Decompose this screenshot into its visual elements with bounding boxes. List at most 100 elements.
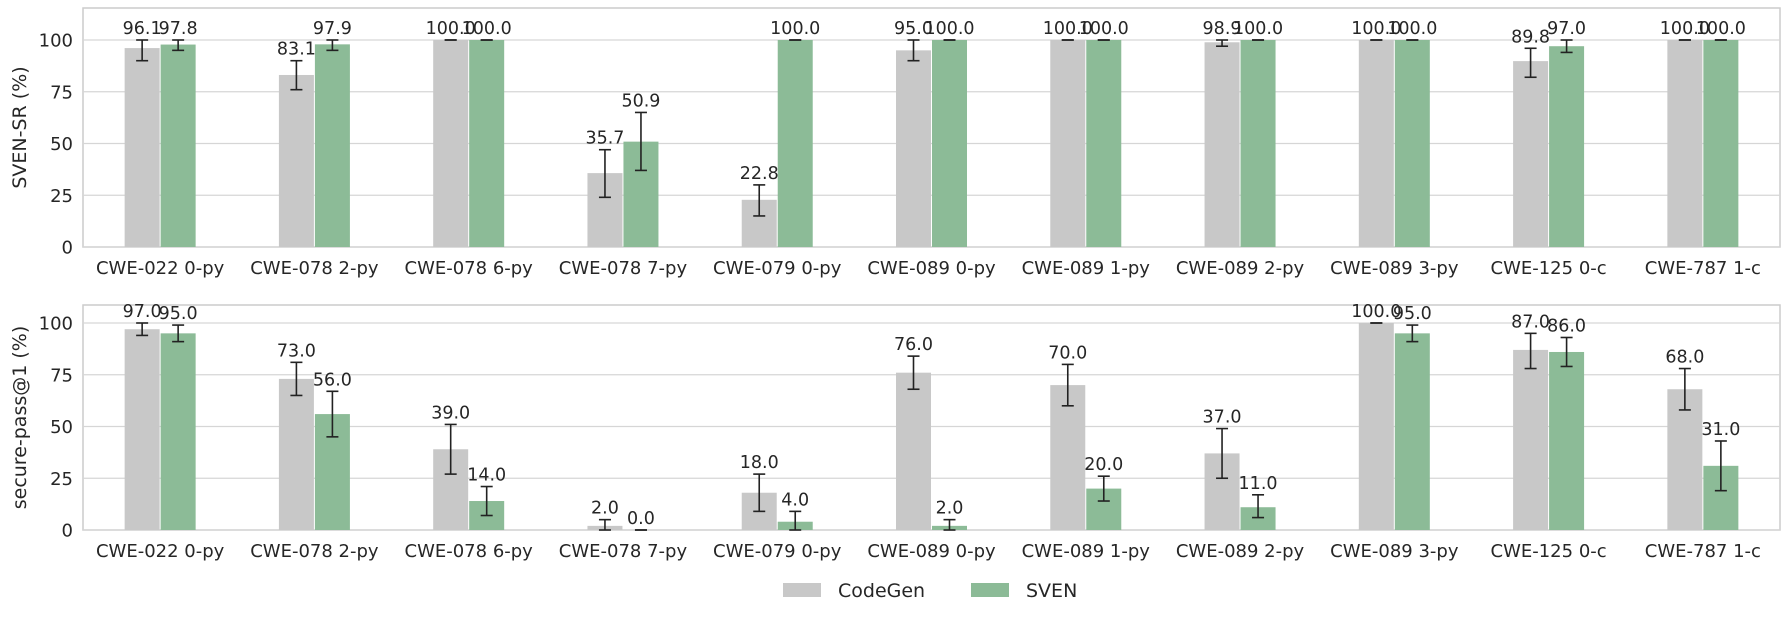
legend-swatch-sven [971,583,1009,597]
data-label: 100.0 [770,19,820,39]
bar-codegen [278,74,314,247]
data-label: 50.9 [621,91,660,111]
data-label: 100.0 [1387,19,1437,39]
bar-codegen [1050,385,1086,530]
bar-sven [1549,46,1585,248]
legend-swatch-codegen [783,583,821,597]
y-tick-label: 50 [50,417,73,438]
bar-codegen [1513,61,1549,247]
plot-area [82,7,1781,248]
data-label: 56.0 [313,370,352,390]
data-label: 70.0 [1048,343,1087,363]
x-tick-label: CWE-079 0-py [713,541,842,562]
legend: CodeGen SVEN [783,580,1077,602]
y-tick-label: 75 [50,365,73,386]
bar-codegen [1358,40,1394,247]
data-label: 22.8 [740,164,779,184]
x-tick-label: CWE-078 6-py [405,258,534,279]
data-label: 100.0 [1351,19,1401,39]
data-label: 14.0 [467,466,506,486]
x-tick-label: CWE-078 7-py [559,258,688,279]
data-label: 96.1 [123,19,162,39]
data-label: 100.0 [1696,19,1746,39]
y-tick-label: 100 [39,31,73,52]
bar-codegen [1513,349,1549,530]
x-tick-label: CWE-089 1-py [1022,258,1151,279]
data-label: 87.0 [1511,312,1550,332]
bar-sven [1703,40,1739,247]
data-label: 20.0 [1084,455,1123,475]
data-label: 86.0 [1547,316,1586,336]
y-tick-label: 0 [62,238,73,259]
data-label: 95.0 [159,304,198,324]
bar-codegen [1667,389,1703,530]
data-label: 98.9 [1203,19,1242,39]
data-label: 95.0 [1393,304,1432,324]
x-tick-label: CWE-078 2-py [250,258,379,279]
data-label: 97.8 [159,19,198,39]
x-tick-label: CWE-078 2-py [250,541,379,562]
data-label: 97.0 [123,302,162,322]
y-tick-label: 25 [50,186,73,207]
data-label: 100.0 [426,19,476,39]
x-tick-label: CWE-022 0-py [96,258,225,279]
x-tick-label: CWE-022 0-py [96,541,225,562]
y-tick-label: 25 [50,469,73,490]
bar-sven [314,44,350,247]
x-tick-label: CWE-089 1-py [1022,541,1151,562]
data-label: 100.0 [1351,302,1401,322]
bar-sven [1394,40,1430,247]
y-tick-label: 75 [50,82,73,103]
y-axis-title: secure-pass@1 (%) [9,326,31,510]
data-label: 35.7 [585,129,624,149]
bar-codegen [1050,40,1086,247]
bar-codegen [433,40,469,247]
data-label: 100.0 [1660,19,1710,39]
x-tick-label: CWE-079 0-py [713,258,842,279]
data-label: 2.0 [936,499,964,519]
data-label: 89.8 [1511,27,1550,47]
x-tick-label: CWE-089 0-py [867,258,996,279]
bar-codegen [1358,323,1394,530]
data-label: 31.0 [1701,420,1740,440]
y-tick-label: 0 [62,521,73,542]
bar-codegen [896,372,931,530]
data-label: 4.0 [781,490,809,510]
data-label: 18.0 [740,453,779,473]
x-tick-label: CWE-078 7-py [559,541,688,562]
x-tick-label: CWE-125 0-c [1491,541,1607,562]
data-label: 76.0 [894,335,933,355]
legend-label-codegen: CodeGen [838,580,925,602]
x-tick-label: CWE-089 3-py [1330,258,1459,279]
data-label: 11.0 [1239,474,1278,494]
y-tick-label: 50 [50,134,73,155]
data-label: 2.0 [591,499,619,519]
data-label: 68.0 [1665,348,1704,368]
x-tick-label: CWE-089 0-py [867,541,996,562]
bar-sven [160,333,196,530]
bar-sven [777,40,813,247]
data-label: 73.0 [277,341,316,361]
data-label: 83.1 [277,40,316,60]
bar-codegen [1204,42,1240,247]
bar-codegen [278,378,314,530]
x-tick-label: CWE-787 1-c [1645,541,1761,562]
data-label: 37.0 [1203,408,1242,428]
bar-sven [160,44,196,247]
data-label: 100.0 [924,19,974,39]
y-axis-title: SVEN-SR (%) [9,66,31,188]
data-label: 100.0 [1079,19,1129,39]
x-tick-label: CWE-089 3-py [1330,541,1459,562]
x-tick-label: CWE-787 1-c [1645,258,1761,279]
data-label: 95.0 [894,19,933,39]
bar-sven [469,40,505,247]
x-tick-label: CWE-125 0-c [1491,258,1607,279]
x-tick-label: CWE-078 6-py [405,541,534,562]
data-label: 97.9 [313,19,352,39]
bar-sven [1240,40,1276,247]
y-tick-label: 100 [39,314,73,335]
x-tick-label: CWE-089 2-py [1176,541,1305,562]
